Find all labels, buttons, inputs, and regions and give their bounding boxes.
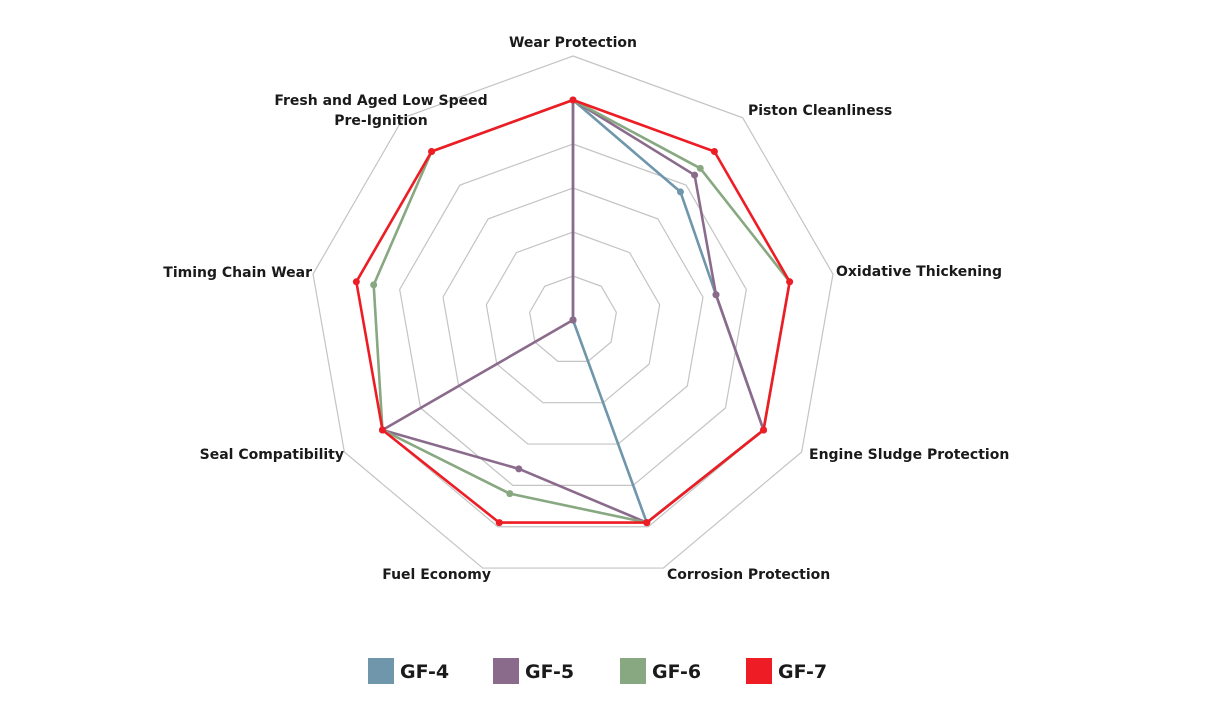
legend-label: GF-6	[652, 661, 701, 683]
axis-label: Fresh and Aged Low Speed Pre-Ignition	[274, 93, 487, 129]
axis-label: Piston Cleanliness	[748, 103, 892, 119]
data-point	[643, 519, 651, 527]
legend-label: GF-7	[778, 661, 827, 683]
data-point	[378, 426, 386, 434]
grid-ring	[312, 55, 834, 569]
legend-swatch	[620, 658, 646, 684]
data-point	[696, 164, 704, 172]
grid-ring	[442, 187, 704, 445]
data-point	[760, 426, 768, 434]
legend-swatch	[746, 658, 772, 684]
legend-swatch	[493, 658, 519, 684]
axis-label: Timing Chain Wear	[163, 265, 312, 281]
grid-ring	[485, 231, 661, 404]
data-point	[569, 316, 577, 324]
legend-label: GF-5	[525, 661, 574, 683]
legend-label: GF-4	[400, 661, 449, 683]
data-point	[495, 519, 503, 527]
data-point	[352, 278, 360, 286]
axis-label: Seal Compatibility	[200, 447, 344, 463]
legend-swatch	[368, 658, 394, 684]
data-point	[712, 291, 720, 299]
series-line-gf-4	[571, 98, 765, 524]
data-point	[676, 188, 684, 196]
grid-ring	[399, 143, 747, 486]
series-line-gf-6	[372, 98, 791, 524]
data-point	[691, 171, 699, 179]
data-point	[506, 490, 514, 498]
data-point	[569, 96, 577, 104]
axis-label: Oxidative Thickening	[836, 264, 1002, 280]
data-point	[786, 278, 794, 286]
series-line-gf-7	[355, 98, 791, 524]
axis-label: Corrosion Protection	[667, 567, 830, 583]
axis-label: Fuel Economy	[382, 567, 491, 583]
data-point	[710, 147, 718, 155]
data-point	[515, 465, 523, 473]
data-point	[370, 281, 378, 289]
data-point	[428, 147, 436, 155]
grid-ring	[529, 275, 617, 362]
axis-label: Wear Protection	[509, 35, 637, 51]
axis-label: Engine Sludge Protection	[809, 447, 1009, 463]
